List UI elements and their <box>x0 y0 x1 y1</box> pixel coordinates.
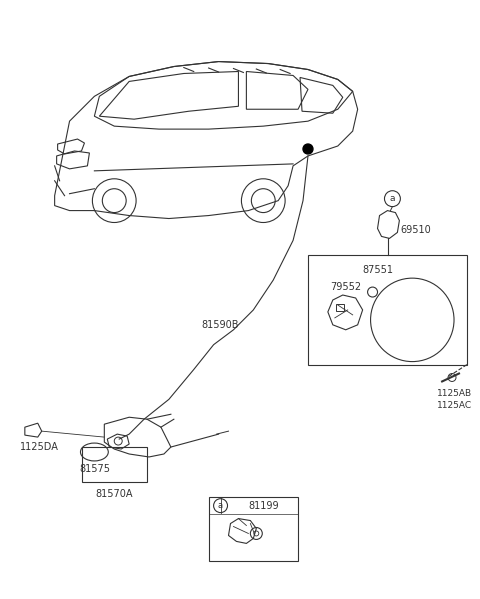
Text: 1125DA: 1125DA <box>20 442 59 452</box>
Bar <box>83 447 147 482</box>
Text: 79552: 79552 <box>330 282 361 292</box>
Text: 81199: 81199 <box>248 501 279 511</box>
Text: 81570A: 81570A <box>96 489 133 499</box>
Text: 81575: 81575 <box>79 464 110 474</box>
Text: a: a <box>390 194 395 203</box>
Text: 1125AB
1125AC: 1125AB 1125AC <box>437 389 472 410</box>
Text: 69510: 69510 <box>400 225 431 235</box>
Text: 81590B: 81590B <box>201 320 239 330</box>
Text: 87551: 87551 <box>362 265 393 275</box>
Bar <box>336 304 344 311</box>
Circle shape <box>303 144 313 154</box>
Bar <box>308 255 467 365</box>
Text: a: a <box>218 501 223 510</box>
Bar <box>209 497 298 561</box>
